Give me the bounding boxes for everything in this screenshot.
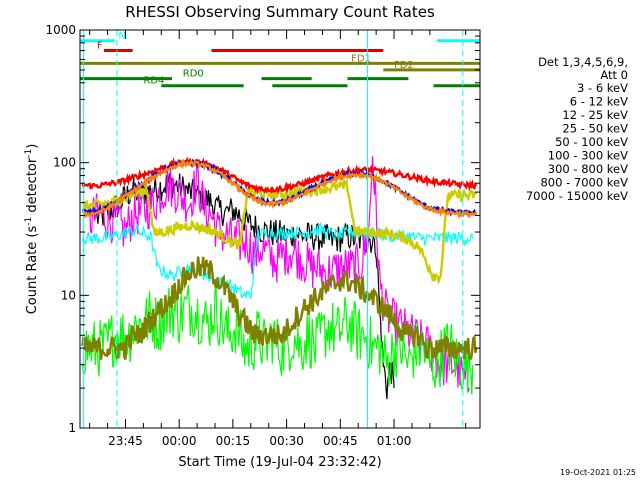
legend-label-6-12-kev: 6 - 12 keV: [570, 95, 628, 109]
legend-label-50-100-kev: 50 - 100 keV: [555, 135, 628, 149]
x-axis-label: Start Time (19-Jul-04 23:32:42): [178, 455, 381, 470]
y-axis-label-suffix: ): [25, 144, 40, 149]
y-tick-label: 10: [61, 288, 76, 302]
legend-header-line-2: Att 0: [600, 68, 628, 82]
y-axis-label-prefix: Count Rate (s: [25, 226, 40, 315]
legend-label-25-50-kev: 25 - 50 keV: [562, 122, 628, 136]
flag-label-n: N: [118, 31, 125, 42]
legend-label-100-300-kev: 100 - 300 keV: [548, 149, 628, 163]
y-axis-label: Count Rate (s-1 detector-1): [24, 144, 40, 315]
flag-label-rd4: RD4: [143, 76, 164, 87]
y-tick-label: 1: [68, 421, 76, 435]
series-line-100-300-kev: [81, 156, 478, 195]
series-line-800-7000-kev: [81, 158, 478, 219]
x-tick-label: 00:30: [269, 434, 304, 448]
y-tick-label: 1000: [45, 23, 76, 37]
x-tick-label: 00:15: [216, 434, 251, 448]
series-line-25-50-kev: [81, 221, 474, 300]
saa-night-lines: [83, 30, 464, 428]
legend-label-800-7000-kev: 800 - 7000 keV: [540, 176, 628, 190]
flag-label-rd0: RD0: [183, 69, 204, 80]
y-tick-label: 100: [53, 156, 76, 170]
flag-label-fd1: FD1: [351, 53, 371, 64]
legend-label-300-800-kev: 300 - 800 keV: [548, 162, 628, 176]
legend-header-line-1: Det 1,3,4,5,6,9,: [538, 55, 628, 69]
y-axis-label-sup-1: -1: [24, 217, 34, 226]
flag-bars: N F FD1 FD2 RD0 RD4: [80, 31, 480, 88]
legend-label-7000-15000-kev: 7000 - 15000 keV: [526, 189, 628, 203]
flag-label-fd2: FD2: [394, 60, 414, 71]
legend-label-3-6-kev: 3 - 6 keV: [577, 81, 628, 95]
x-tick-label: 00:45: [323, 434, 358, 448]
legend-label-12-25-kev: 12 - 25 keV: [562, 108, 628, 122]
y-axis-label-sup-2: -1: [24, 149, 34, 158]
axis-ticks: 1 10 100 1000 23:45 00:00 00:15 00:30 00:45 01:00: [45, 23, 480, 448]
x-tick-label: 23:45: [108, 434, 143, 448]
series-lines: [81, 156, 478, 400]
plot-border: [79, 29, 481, 429]
x-tick-label: 01:00: [377, 434, 412, 448]
x-tick-label: 00:00: [162, 434, 197, 448]
series-line-7000-15000-kev: [81, 256, 478, 361]
y-axis-label-mid: detector: [25, 157, 40, 217]
chart-title: RHESSI Observing Summary Count Rates: [125, 3, 435, 21]
series-line-6-12-kev: [89, 156, 470, 393]
footer-date: 19-Oct-2021 01:25: [560, 468, 636, 477]
flag-label-f: F: [97, 41, 103, 52]
